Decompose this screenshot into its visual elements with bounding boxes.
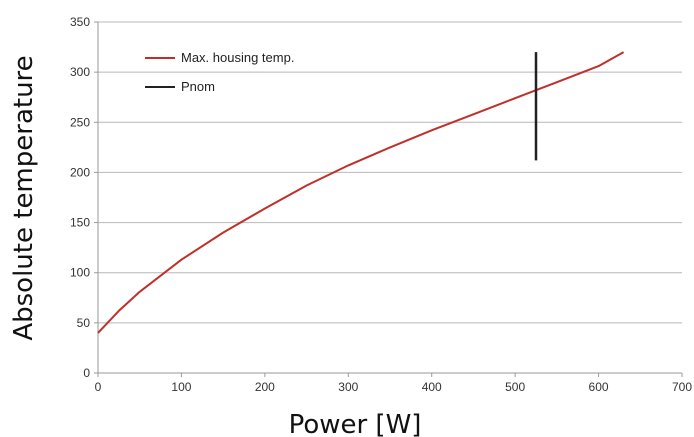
x-axis-title: Power [W]	[289, 410, 422, 437]
y-tick-label: 250	[70, 115, 90, 129]
y-tick-label: 50	[77, 316, 91, 330]
x-tick-labels: 0 100 200 300 400 500 600 700	[95, 373, 692, 394]
grid-lines	[98, 21, 682, 324]
x-tick-label: 100	[171, 380, 191, 394]
legend: Max. housing temp. Pnom	[145, 50, 294, 94]
y-tick-label: 100	[70, 266, 90, 280]
x-tick-label: 300	[338, 380, 358, 394]
x-tick-label: 400	[422, 380, 442, 394]
axes	[97, 22, 682, 374]
y-tick-label: 350	[70, 15, 90, 29]
y-tick-label: 150	[70, 216, 90, 230]
x-tick-label: 500	[505, 380, 525, 394]
x-tick-label: 200	[255, 380, 275, 394]
series-lines	[97, 51, 625, 334]
y-tick-label: 0	[83, 366, 90, 380]
legend-label-housing-temp: Max. housing temp.	[181, 50, 294, 65]
y-tick-label: 300	[70, 65, 90, 79]
y-tick-labels: 0 50 100 150 200 250 300 350	[70, 15, 98, 380]
legend-label-pnom: Pnom	[181, 79, 215, 94]
y-tick-label: 200	[70, 165, 90, 179]
x-tick-label: 700	[672, 380, 692, 394]
x-tick-label: 600	[589, 380, 609, 394]
y-axis-title: Absolute temperature	[9, 55, 39, 340]
series-line-max-housing-temp	[97, 51, 625, 334]
x-tick-label: 0	[95, 380, 102, 394]
